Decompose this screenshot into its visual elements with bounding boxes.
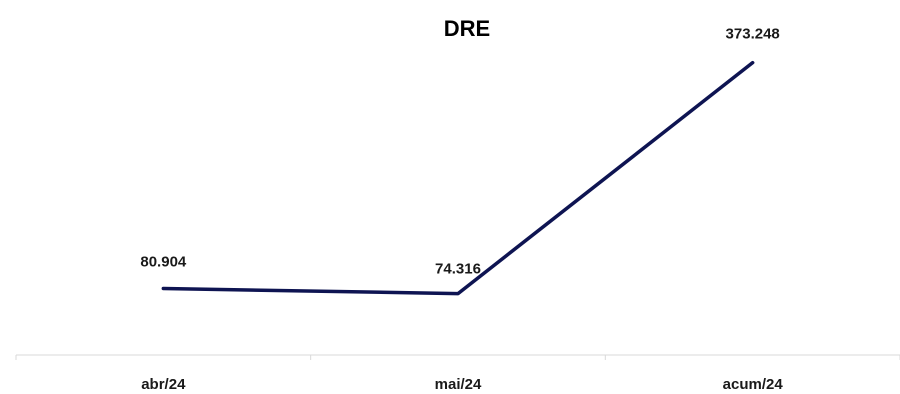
x-tick-label: abr/24 (141, 376, 186, 393)
data-label: 74.316 (435, 261, 481, 278)
series-layer (161, 60, 755, 296)
x-tick-labels: abr/24 mai/24 acum/24 (141, 376, 783, 393)
data-label: 80.904 (140, 254, 187, 271)
data-labels: 80.904 74.316 373.248 (140, 26, 779, 278)
x-tick-label: mai/24 (435, 376, 482, 393)
chart-title: DRE (444, 16, 490, 41)
series-line (161, 60, 755, 296)
data-label: 373.248 (726, 26, 780, 43)
x-tick-label: acum/24 (723, 376, 784, 393)
x-axis (15, 354, 900, 360)
